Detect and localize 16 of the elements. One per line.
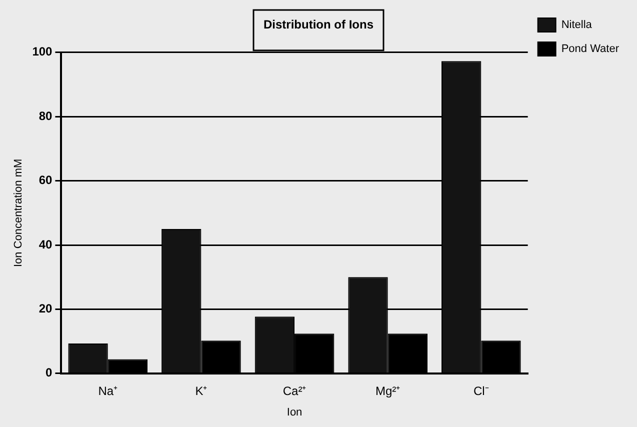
x-axis-title: Ion — [286, 406, 302, 418]
y-tick-label: 100 — [32, 44, 53, 59]
y-tick-label: 60 — [38, 173, 53, 188]
y-tick-label: 80 — [38, 108, 53, 123]
y-tick-label: 0 — [46, 366, 53, 380]
y-tick-label: 40 — [38, 237, 53, 252]
legend-label: Nitella — [561, 19, 593, 32]
x-tick-label: K⁺ — [195, 384, 208, 398]
x-tick-label: Na⁺ — [98, 384, 118, 398]
x-tick-label: Mg²⁺ — [376, 384, 400, 398]
y-tick-label: 20 — [38, 302, 53, 316]
x-tick-label: Cl⁻ — [473, 384, 489, 398]
y-axis-title: Ion Concentration mM — [12, 158, 25, 268]
chart-title: Distribution of Ions — [264, 18, 374, 32]
legend-label: Pond Water — [561, 43, 620, 56]
x-tick-label: Ca²⁺ — [282, 384, 306, 398]
